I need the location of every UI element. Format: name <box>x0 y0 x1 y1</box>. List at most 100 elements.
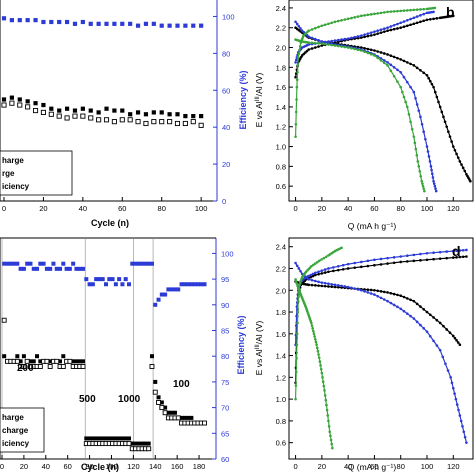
panel-b-series-5-point-37 <box>401 90 404 94</box>
panel-a-legend-item-1: harge <box>2 156 24 165</box>
panel-d-series-2-point-23 <box>323 268 327 271</box>
panel-d-series-0-point-28 <box>346 267 350 270</box>
panel-a-series-0-point-8 <box>64 106 70 111</box>
panel-b-series-1-point-62 <box>455 152 458 156</box>
panel-b-series-5-point-36 <box>399 85 403 89</box>
panel-d-series-4-point-0 <box>294 397 297 401</box>
panel-c-series-2-point-61 <box>202 420 207 426</box>
panel-a-series-2-point-21 <box>167 23 172 28</box>
panel-d-series-3-point-50 <box>444 362 447 366</box>
panel-b-series-1-point-36 <box>399 58 403 61</box>
panel-b-series-2-point-32 <box>373 30 376 33</box>
panel-b-series-3-point-33 <box>389 63 393 67</box>
panel-b-series-5-point-27 <box>369 52 373 56</box>
panel-d-series-0-point-35 <box>392 261 396 265</box>
panel-b-series-4-point-51 <box>409 8 412 12</box>
panel-a-legend-box <box>0 150 73 196</box>
panel-b-series-3-point-1 <box>295 22 299 26</box>
panel-d-series-0-point-32 <box>373 263 376 267</box>
panel-d-x-axis-title: Q (mA h g⁻¹) <box>348 462 397 472</box>
panel-b-series-0-point-42 <box>405 24 409 28</box>
panel-d-series-5-point-54 <box>329 438 333 442</box>
panel-b-series-3-point-52 <box>429 165 433 168</box>
panel-b-series-5-point-10 <box>313 41 317 45</box>
panel-d-y-title-tail: /Al (V) <box>254 321 264 345</box>
panel-c-series-1-point-4 <box>15 354 20 359</box>
panel-c-series-0-point-36 <box>120 282 125 287</box>
panel-b-series-5-point-42 <box>409 120 412 124</box>
panel-b-series-2-point-40 <box>399 21 403 25</box>
panel-b-series-2-point-52 <box>432 10 435 14</box>
panel-c-series-2-point-49 <box>162 410 168 416</box>
panel-b-series-0-point-45 <box>415 21 419 25</box>
panel-b-series-5-point-40 <box>405 105 409 109</box>
panel-a-series-0-point-11 <box>88 108 93 113</box>
panel-b-series-4-point-32 <box>346 17 350 21</box>
panel-b-series-0-point-38 <box>392 27 396 31</box>
panel-b-voltage-plot: 0 20 40 60 80 100 120 0.6 0.8 1.0 1.2 1.4 1.6 1.8 2.0… <box>254 0 474 231</box>
panel-d-series-1-point-27 <box>369 288 373 292</box>
panel-b-series-3-point-60 <box>434 189 438 193</box>
panel-b-series-2-point-34 <box>379 28 383 32</box>
panel-d-series-3-point-30 <box>379 296 383 300</box>
panel-b-series-3-point-40 <box>412 90 416 94</box>
panel-c-series-1-point-45 <box>149 354 154 359</box>
panel-b-series-3-point-47 <box>424 137 427 141</box>
panel-d-series-3-point-52 <box>449 376 452 379</box>
panel-d-series-3-point-26 <box>366 291 370 294</box>
panel-b-series-4-point-1 <box>294 122 298 126</box>
panel-b-series-0-point-36 <box>386 29 389 32</box>
panel-b-series-1-point-59 <box>450 140 453 143</box>
panel-c-series-1-point-44 <box>146 441 151 446</box>
panel-b-series-0-point-60 <box>451 14 455 18</box>
panel-c-series-0-point-9 <box>31 266 36 271</box>
panel-b-series-1-point-39 <box>409 62 412 66</box>
panel-d-series-3-point-38 <box>405 312 409 315</box>
panel-d-series-0-point-41 <box>432 257 435 261</box>
panel-d-series-3-point-34 <box>392 303 396 307</box>
panel-b-series-2-point-21 <box>336 38 340 42</box>
panel-d-series-0-point-42 <box>438 257 442 260</box>
panel-c-series-0-point-34 <box>113 282 118 287</box>
panel-b-series-5-point-53 <box>421 182 424 185</box>
panel-d-series-0-point-19 <box>311 274 315 278</box>
panel-b-series-4-point-28 <box>333 20 337 24</box>
panel-c-series-0-point-26 <box>87 282 92 287</box>
panel-c-series-2-point-20 <box>67 358 73 364</box>
panel-c-right-tick-label-5: 85 <box>221 327 229 336</box>
panel-d-series-1-point-10 <box>313 284 317 287</box>
panel-b-series-4-point-46 <box>392 10 396 13</box>
panel-c-series-0-point-1 <box>5 261 10 266</box>
panel-a-series-0-point-15 <box>120 108 125 113</box>
panel-a-series-0-point-23 <box>183 114 188 119</box>
panel-c-series-0-point-0 <box>2 261 7 266</box>
panel-b-series-0-point-50 <box>432 17 435 21</box>
panel-b-series-5-point-54 <box>421 184 425 188</box>
panel-d-series-3-point-11 <box>317 280 320 284</box>
panel-d-series-1-point-17 <box>336 285 340 289</box>
panel-a-series-1-point-6 <box>48 111 54 117</box>
panel-b-y-ticks: 0.6 0.8 1.0 1.2 1.4 1.6 1.8 2.0 2.2 2.4 <box>276 4 293 191</box>
panel-b-series-5-point-13 <box>323 42 327 46</box>
panel-b-series-1-point-30 <box>379 51 383 54</box>
panel-a-x-tick-label-5: 100 <box>195 204 208 213</box>
panel-d-series-4-point-25 <box>312 263 315 267</box>
panel-c-series-0-point-58 <box>192 282 197 287</box>
panel-d-series-1-point-53 <box>453 336 457 340</box>
panel-b-series-0-point-46 <box>419 20 422 24</box>
panel-d-series-2-point-17 <box>307 274 310 278</box>
panel-b-series-1-line <box>295 27 471 182</box>
panel-d-series-3-point-14 <box>327 282 330 286</box>
panel-c-rate-label-1000: 1000 <box>118 394 141 405</box>
panel-b-series-4-point-20 <box>307 29 311 32</box>
panel-b-series-4-point-23 <box>317 25 320 29</box>
panel-c-series-2-point-4 <box>14 358 20 364</box>
panel-b-series-5-point-19 <box>343 45 347 49</box>
panel-d-series-5-point-32 <box>315 343 318 346</box>
panel-a-series-2-point-10 <box>80 19 85 25</box>
panel-d-series-3-point-13 <box>323 281 327 285</box>
panel-b-series-3-point-51 <box>428 160 432 163</box>
panel-d-series-2-point-33 <box>379 257 383 261</box>
panel-d-series-3-point-48 <box>438 348 442 352</box>
panel-b-series-1-point-46 <box>428 79 432 83</box>
